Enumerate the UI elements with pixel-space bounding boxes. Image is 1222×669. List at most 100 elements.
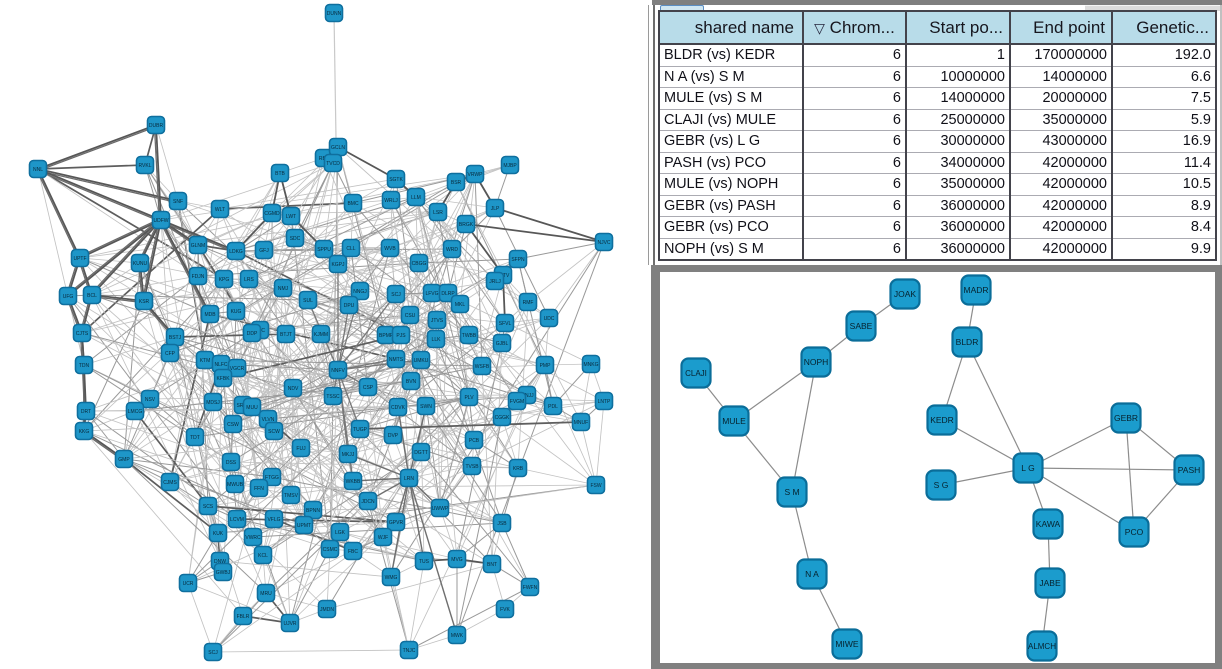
svg-text:NJVC: NJVC <box>597 240 610 246</box>
svg-text:NMJ: NMJ <box>278 286 289 292</box>
svg-text:KAWA: KAWA <box>1036 519 1061 529</box>
svg-text:MADR: MADR <box>963 285 988 295</box>
svg-text:KFBK: KFBK <box>216 376 230 382</box>
svg-text:TUS: TUS <box>419 559 430 565</box>
svg-text:KTM: KTM <box>200 358 211 364</box>
svg-text:SFVL: SFVL <box>499 321 512 327</box>
svg-text:PASH: PASH <box>1178 465 1201 475</box>
svg-text:SCJ: SCJ <box>208 650 218 656</box>
svg-text:DGTT: DGTT <box>414 450 428 456</box>
svg-text:N A: N A <box>805 569 819 579</box>
svg-text:DRT: DRT <box>81 409 91 415</box>
svg-text:WJF: WJF <box>378 535 388 541</box>
svg-text:CDVK: CDVK <box>391 405 406 411</box>
svg-text:BSR: BSR <box>451 180 462 186</box>
svg-text:UCR: UCR <box>183 581 194 587</box>
svg-text:BTJT: BTJT <box>280 332 292 338</box>
svg-text:NOPH: NOPH <box>804 357 829 367</box>
svg-text:WSFB: WSFB <box>475 364 490 370</box>
svg-text:GMP: GMP <box>118 457 130 463</box>
svg-text:FSW: FSW <box>590 483 601 489</box>
svg-text:DNW: DNW <box>214 559 226 565</box>
svg-text:TNJC: TNJC <box>403 648 416 654</box>
svg-text:UPMT: UPMT <box>297 523 311 529</box>
svg-text:PCB: PCB <box>469 438 480 444</box>
svg-text:KJMM: KJMM <box>314 332 328 338</box>
svg-text:JOAK: JOAK <box>894 289 917 299</box>
svg-text:NSV: NSV <box>145 397 156 403</box>
svg-text:UPTF: UPTF <box>73 256 86 262</box>
svg-text:CGMD: CGMD <box>264 211 280 217</box>
svg-text:CSMC: CSMC <box>323 547 338 553</box>
svg-text:SDC: SDC <box>290 236 301 242</box>
svg-text:BLDR: BLDR <box>956 337 979 347</box>
svg-text:BRGK: BRGK <box>459 222 474 228</box>
svg-text:DSS: DSS <box>226 460 237 466</box>
svg-text:TDN: TDN <box>79 363 90 369</box>
svg-text:GWBJ: GWBJ <box>216 570 231 576</box>
svg-text:FBC: FBC <box>348 549 358 555</box>
svg-text:JDCN: JDCN <box>361 499 375 505</box>
svg-text:MVG: MVG <box>451 557 463 563</box>
svg-text:WNJJ: WNJJ <box>520 393 534 399</box>
svg-text:SFPN: SFPN <box>511 257 525 263</box>
svg-text:BTB: BTB <box>275 171 285 177</box>
svg-text:TMSV: TMSV <box>284 493 299 499</box>
svg-text:CSP: CSP <box>363 385 374 391</box>
svg-text:UDC: UDC <box>544 316 555 322</box>
svg-text:KEDR: KEDR <box>930 415 954 425</box>
svg-text:LWT: LWT <box>286 214 296 220</box>
svg-text:SUL: SUL <box>303 298 313 304</box>
svg-text:TVSB: TVSB <box>465 464 479 470</box>
svg-text:MNKG: MNKG <box>584 362 599 368</box>
svg-text:KGPJ: KGPJ <box>331 262 345 268</box>
svg-text:MWUB: MWUB <box>227 482 243 488</box>
svg-text:SCS: SCS <box>203 504 214 510</box>
svg-text:LRN: LRN <box>404 476 414 482</box>
svg-text:DLRP: DLRP <box>441 291 455 297</box>
svg-text:PDL: PDL <box>548 404 558 410</box>
svg-text:JLP: JLP <box>491 206 500 212</box>
svg-text:FUJ: FUJ <box>296 446 306 452</box>
svg-text:MKJJ: MKJJ <box>342 452 355 458</box>
svg-text:LCVM: LCVM <box>230 517 244 523</box>
svg-text:WRD: WRD <box>446 247 458 253</box>
svg-text:TDT: TDT <box>190 435 200 441</box>
svg-text:DUNN: DUNN <box>327 11 342 17</box>
svg-text:KSR: KSR <box>139 299 150 305</box>
svg-text:TWBB: TWBB <box>462 333 477 339</box>
svg-text:WKBB: WKBB <box>346 479 361 485</box>
svg-text:GJBL: GJBL <box>496 341 509 347</box>
svg-text:MWK: MWK <box>451 633 464 639</box>
svg-text:MULE: MULE <box>722 416 746 426</box>
svg-text:WLT: WLT <box>215 207 225 213</box>
svg-text:CJMS: CJMS <box>163 480 177 486</box>
svg-text:JRLJ: JRLJ <box>489 279 501 285</box>
svg-text:KKG: KKG <box>79 429 90 435</box>
svg-text:NMTS: NMTS <box>389 357 404 363</box>
svg-text:KPG: KPG <box>219 277 230 283</box>
svg-text:LMCG: LMCG <box>128 409 143 415</box>
svg-text:UWWP: UWWP <box>432 506 449 512</box>
svg-text:PCO: PCO <box>1125 527 1144 537</box>
svg-text:TSSC: TSSC <box>326 394 340 400</box>
svg-text:RMF: RMF <box>523 300 534 306</box>
svg-text:LDKG: LDKG <box>229 249 243 255</box>
svg-text:LGK: LGK <box>335 530 346 536</box>
svg-text:CJTS: CJTS <box>76 331 89 337</box>
svg-text:BNT: BNT <box>487 562 497 568</box>
svg-text:KUK: KUK <box>213 531 224 537</box>
svg-text:GLNM: GLNM <box>191 243 205 249</box>
svg-text:BMC: BMC <box>347 201 359 207</box>
svg-text:KCL: KCL <box>258 553 268 559</box>
svg-text:JMDN: JMDN <box>320 607 334 613</box>
svg-text:NDV: NDV <box>288 386 299 392</box>
svg-text:DPU: DPU <box>344 303 355 309</box>
svg-text:WMG: WMG <box>385 575 398 581</box>
svg-text:DDP: DDP <box>247 331 258 337</box>
svg-text:BVN: BVN <box>406 379 417 385</box>
svg-text:JSB: JSB <box>497 521 507 527</box>
svg-text:LFVG: LFVG <box>425 291 438 297</box>
svg-text:KUG: KUG <box>231 309 242 315</box>
svg-text:FTGG: FTGG <box>265 475 279 481</box>
